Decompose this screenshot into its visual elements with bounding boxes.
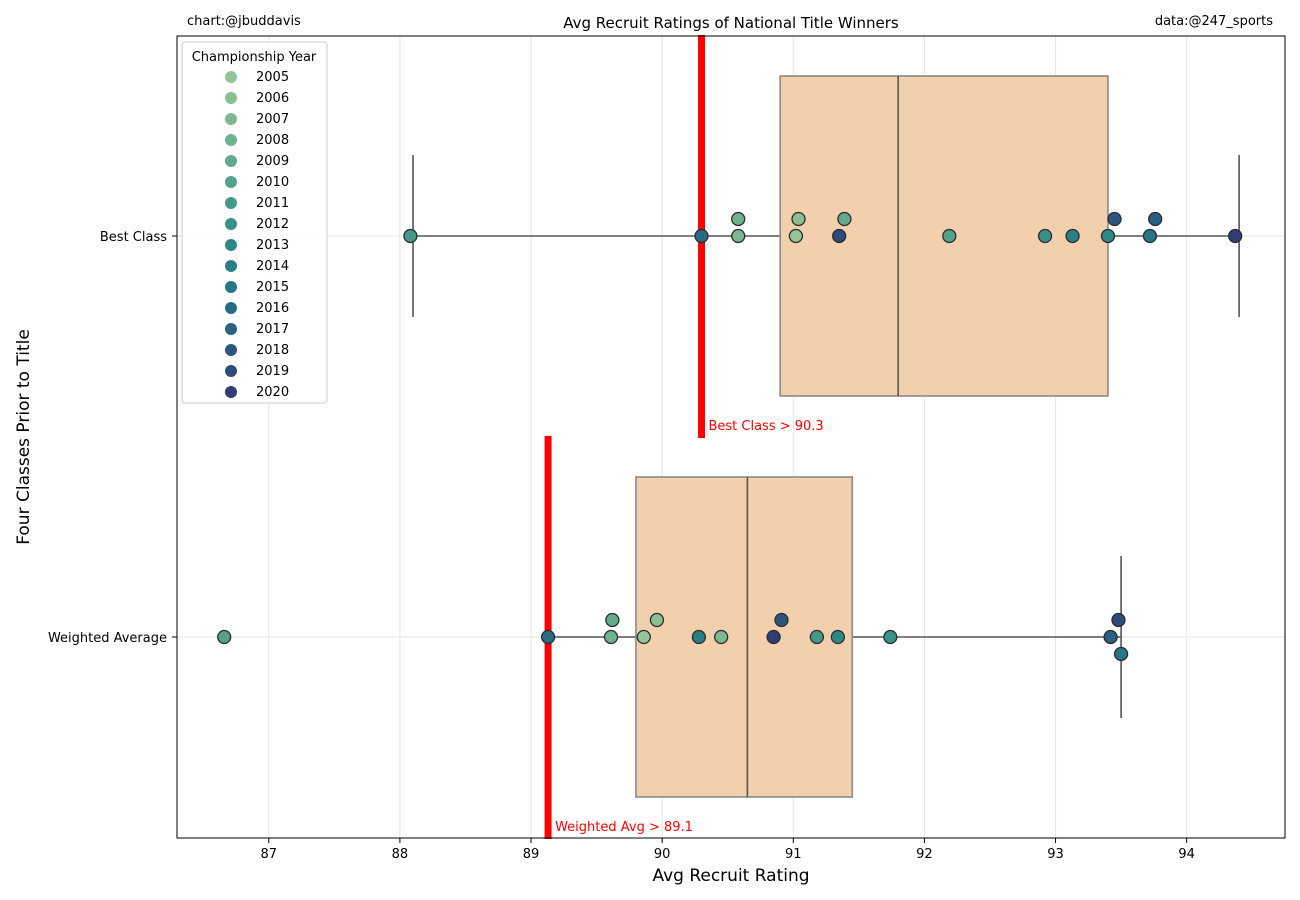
data-point: [788, 228, 804, 244]
legend-label: 2014: [256, 259, 289, 274]
legend-label: 2017: [256, 322, 289, 337]
chart-title: Avg Recruit Ratings of National Title Wi…: [563, 14, 899, 32]
data-point: [1037, 228, 1053, 244]
legend-label: 2010: [256, 175, 289, 190]
data-point: [1107, 211, 1122, 227]
legend-label: 2020: [256, 385, 289, 400]
legend-label: 2019: [256, 364, 289, 379]
x-tick-label: 89: [523, 847, 540, 862]
x-tick-label: 93: [1047, 847, 1064, 862]
x-axis-label: Avg Recruit Rating: [652, 866, 809, 886]
data-point: [691, 629, 707, 645]
data-point: [1142, 228, 1158, 244]
x-tick-label: 94: [1178, 847, 1195, 862]
legend-label: 2015: [256, 280, 289, 295]
legend-marker: [225, 281, 237, 293]
axis-layer: 87 88 89 90 91 92 93 94 Best Class Weighted Avera…: [48, 230, 1195, 862]
data-point: [636, 629, 651, 645]
y-tick-label: Weighted Average: [48, 631, 167, 646]
data-point: [791, 211, 806, 227]
credit-right: data:@247_sports: [1155, 14, 1273, 29]
legend: Championship Year 2005 2006 2007 2008 2009 20…: [181, 41, 328, 404]
data-point: [1100, 228, 1116, 244]
box-layer: [412, 75, 1240, 798]
legend-marker: [225, 386, 237, 398]
plot-frame: [176, 35, 1286, 839]
legend-marker: [225, 176, 237, 188]
data-point: [883, 629, 898, 645]
data-point: [942, 228, 957, 244]
x-tick-label: 90: [654, 847, 671, 862]
legend-label: 2016: [256, 301, 289, 316]
threshold-label: Best Class > 90.3: [708, 419, 823, 434]
legend-marker: [225, 71, 237, 83]
legend-marker: [225, 344, 237, 356]
data-point: [649, 612, 665, 628]
legend-frame: [181, 41, 328, 404]
data-point: [603, 629, 619, 645]
y-tick-label: Best Class: [100, 230, 167, 245]
legend-marker: [225, 92, 237, 104]
legend-marker: [225, 239, 237, 251]
data-point: [809, 629, 825, 645]
data-point: [1148, 211, 1163, 227]
data-point: [731, 211, 746, 227]
data-point: [766, 629, 781, 645]
legend-marker: [225, 197, 237, 209]
legend-marker: [225, 365, 237, 377]
legend-label: 2013: [256, 238, 289, 253]
legend-marker: [225, 218, 237, 230]
data-point: [731, 228, 746, 244]
data-point: [1111, 612, 1126, 628]
legend-label: 2005: [256, 70, 289, 85]
data-point: [1065, 228, 1080, 244]
legend-label: 2018: [256, 343, 289, 358]
y-axis-label: Four Classes Prior to Title: [14, 329, 34, 545]
legend-label: 2011: [256, 196, 289, 211]
legend-label: 2007: [256, 112, 289, 127]
legend-marker: [225, 302, 237, 314]
legend-marker: [225, 323, 237, 335]
data-point: [217, 629, 232, 645]
data-point: [403, 228, 418, 244]
legend-marker: [225, 260, 237, 272]
threshold-label: Weighted Avg > 89.1: [555, 820, 693, 835]
data-point: [1113, 646, 1129, 662]
data-point: [694, 228, 709, 244]
data-point: [774, 612, 789, 628]
data-point: [837, 211, 852, 227]
legend-label: 2009: [256, 154, 289, 169]
legend-marker: [225, 134, 237, 146]
x-tick-label: 92: [916, 847, 933, 862]
point-layer: [217, 211, 1243, 662]
legend-label: 2012: [256, 217, 289, 232]
data-point: [714, 629, 729, 645]
data-point: [1103, 629, 1118, 645]
legend-marker: [225, 113, 237, 125]
legend-label: 2008: [256, 133, 289, 148]
data-point: [540, 629, 556, 645]
legend-label: 2006: [256, 91, 289, 106]
data-point: [605, 612, 620, 628]
credit-left: chart:@jbuddavis: [187, 14, 301, 29]
legend-marker: [225, 155, 237, 167]
x-tick-label: 91: [785, 847, 802, 862]
legend-title: Championship Year: [192, 50, 317, 65]
data-point: [1228, 228, 1243, 244]
x-tick-label: 87: [261, 847, 278, 862]
data-point: [830, 629, 846, 645]
data-point: [832, 228, 847, 244]
x-tick-label: 88: [392, 847, 409, 862]
